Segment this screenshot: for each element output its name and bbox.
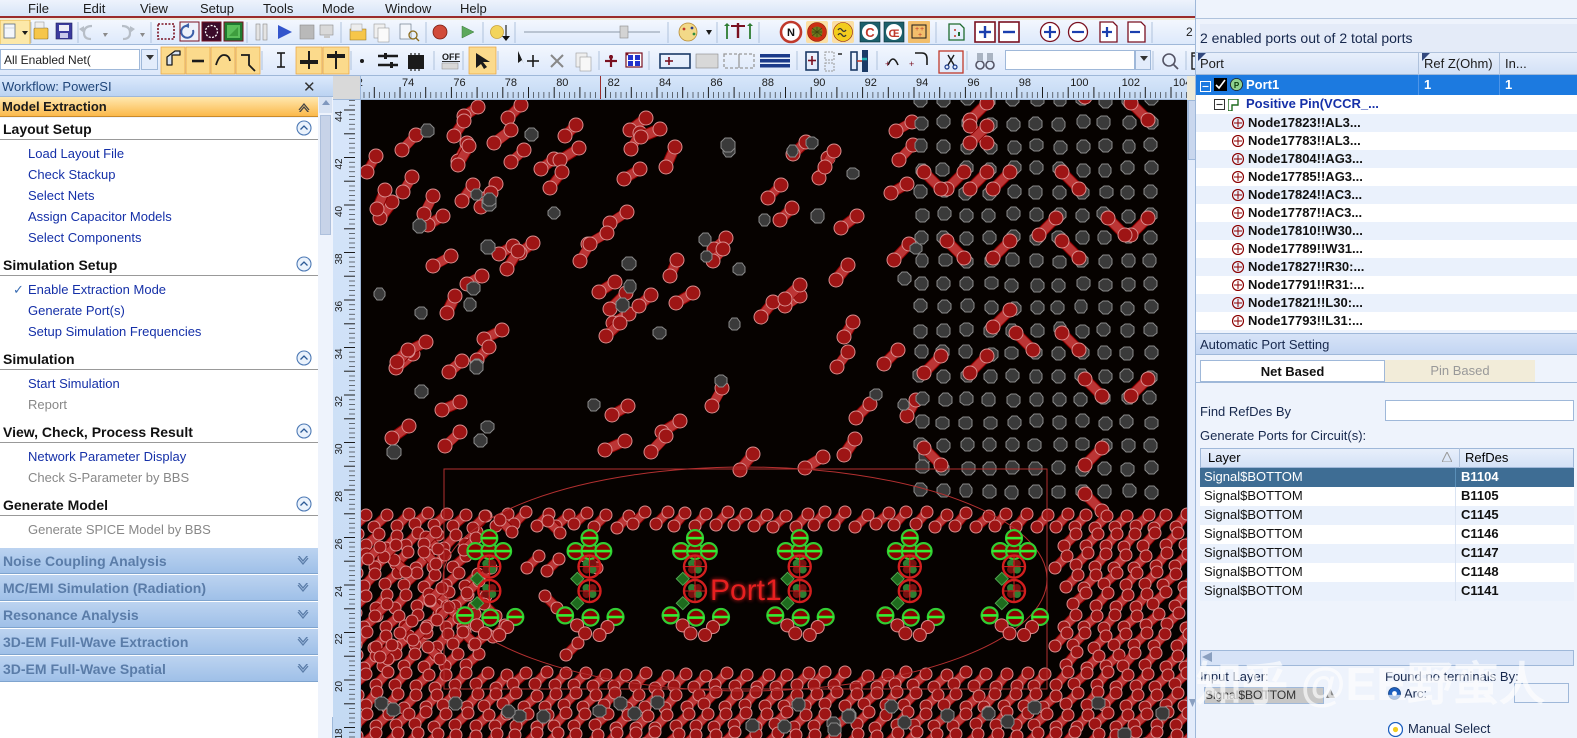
svg-text:18: 18 <box>334 728 345 738</box>
svg-text:P: P <box>1234 81 1240 90</box>
svg-text:74: 74 <box>402 77 414 89</box>
svg-text:2: 2 <box>1186 25 1193 39</box>
svg-text:32: 32 <box>334 395 345 407</box>
svg-text:44: 44 <box>334 110 345 122</box>
svg-text:30: 30 <box>334 443 345 455</box>
svg-text:40: 40 <box>334 205 345 217</box>
svg-text:24: 24 <box>334 585 345 597</box>
svg-text:78: 78 <box>505 77 517 89</box>
svg-text:88: 88 <box>762 77 774 89</box>
svg-text:92: 92 <box>865 77 877 89</box>
svg-text:N: N <box>787 27 795 39</box>
svg-text:96: 96 <box>967 77 979 89</box>
svg-text:82: 82 <box>608 77 620 89</box>
svg-text:42: 42 <box>334 158 345 170</box>
svg-text:84: 84 <box>659 77 671 89</box>
svg-text:104: 104 <box>1173 77 1187 89</box>
svg-text:22: 22 <box>334 633 345 645</box>
svg-text:80: 80 <box>556 77 568 89</box>
svg-text:Œ: Œ <box>889 28 900 40</box>
svg-text:C: C <box>865 25 875 40</box>
svg-text:20: 20 <box>334 680 345 692</box>
svg-text:76: 76 <box>453 77 465 89</box>
svg-text:90: 90 <box>813 77 825 89</box>
svg-text:26: 26 <box>334 538 345 550</box>
svg-text:94: 94 <box>916 77 928 89</box>
svg-text:72: 72 <box>361 77 363 89</box>
svg-text:34: 34 <box>334 348 345 360</box>
svg-text:28: 28 <box>334 490 345 502</box>
svg-text:36: 36 <box>334 300 345 312</box>
svg-text:98: 98 <box>1019 77 1031 89</box>
svg-text:100: 100 <box>1070 77 1088 89</box>
svg-text:86: 86 <box>710 77 722 89</box>
svg-text:+: + <box>918 32 922 39</box>
svg-text:38: 38 <box>334 253 345 265</box>
svg-text:Port1: Port1 <box>710 574 782 607</box>
svg-text:102: 102 <box>1122 77 1140 89</box>
